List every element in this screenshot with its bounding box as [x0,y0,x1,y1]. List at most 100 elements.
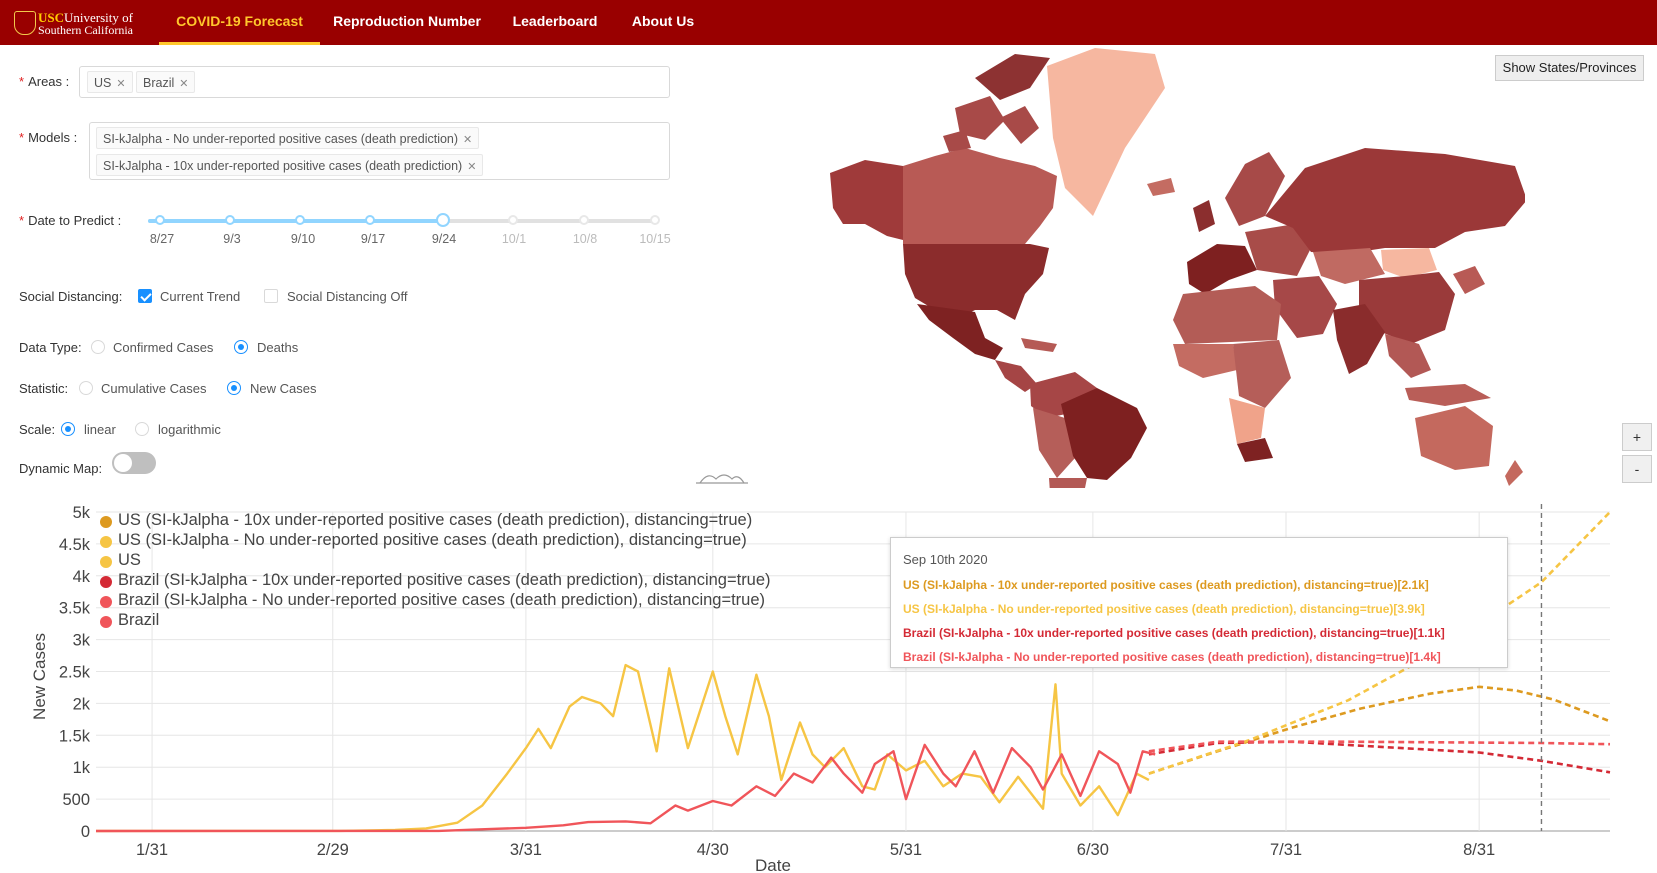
map-region-central-africa[interactable] [1233,340,1291,408]
dynamic-map-toggle[interactable] [112,452,156,474]
confirmed-cases-label[interactable]: Confirmed Cases [113,340,214,355]
cumulative-radio[interactable] [79,381,93,395]
new-cases-radio[interactable] [227,381,241,395]
show-states-button[interactable]: Show States/Provinces [1495,55,1644,81]
map-region-south-africa[interactable] [1237,438,1273,462]
map-region-india[interactable] [1333,304,1385,374]
slider-dot [365,215,375,225]
y-tick-label: 4k [73,568,91,586]
legend-dot [100,576,112,588]
slider-mark[interactable]: 9/24 [431,232,457,246]
legend-dot [100,596,112,608]
map-region-iceland[interactable] [1147,178,1175,196]
slider-dot [225,215,235,225]
map-region-scandinavia[interactable] [1225,152,1285,226]
y-tick-label: 1k [73,759,91,777]
slider-mark[interactable]: 10/15 [639,232,671,246]
models-select[interactable]: SI-kJalpha - No under-reported positive … [89,122,670,180]
slider-mark[interactable]: 9/17 [360,232,386,246]
slider-mark[interactable]: 10/8 [572,232,598,246]
current-trend-label[interactable]: Current Trend [160,289,241,304]
nav-about-us[interactable]: About Us [631,13,695,29]
map-region-caribbean[interactable] [1021,338,1057,352]
new-cases-label[interactable]: New Cases [250,381,317,396]
confirmed-cases-radio[interactable] [91,340,105,354]
logo-line2: Southern California [38,23,133,37]
close-icon[interactable]: ✕ [467,161,477,173]
zoom-out-button[interactable]: - [1622,455,1652,483]
slider-mark[interactable]: 10/1 [501,232,527,246]
map-region-kazakhstan[interactable] [1313,248,1385,284]
x-tick-label: 3/31 [510,841,542,859]
map-region-japan-korea[interactable] [1453,266,1485,294]
logarithmic-radio[interactable] [135,422,149,436]
close-icon[interactable]: ✕ [179,78,189,90]
map-region-greenland[interactable] [1047,48,1165,216]
distancing-off-checkbox[interactable] [264,289,278,303]
series-line [1148,740,1611,753]
map-region-peru-bolivia[interactable] [1033,408,1075,478]
logo-abbr: USC [38,10,65,25]
map-region-southeast-asia[interactable] [1385,334,1431,378]
map-region-ellesmere[interactable] [975,54,1050,100]
legend-dot [100,616,112,628]
map-region-north-africa[interactable] [1173,286,1281,344]
map-region-canada[interactable] [903,148,1057,244]
logo-line1: University of [64,10,133,25]
cumulative-label[interactable]: Cumulative Cases [101,381,207,396]
map-region-brazil[interactable] [1061,388,1147,480]
map-region-usa[interactable] [903,244,1049,320]
slider-mark[interactable]: 9/10 [290,232,316,246]
slider-dot [650,215,660,225]
linear-radio[interactable] [61,422,75,436]
collapse-handle-icon[interactable] [694,469,750,485]
map-region-mexico[interactable] [917,304,1003,360]
map-region-alaska[interactable] [830,160,903,240]
world-map[interactable] [825,48,1525,488]
map-region-indonesia[interactable] [1405,384,1491,406]
y-tick-label: 5k [73,504,91,522]
y-tick-label: 4.5k [59,536,91,554]
map-region-middle-east[interactable] [1273,276,1337,338]
map-region-eastern-europe[interactable] [1245,224,1311,276]
slider-dot [579,215,589,225]
current-trend-checkbox[interactable] [138,289,152,303]
map-region-australia[interactable] [1415,406,1493,470]
statistic-label: Statistic: [19,381,69,396]
nav-reproduction-number[interactable]: Reproduction Number [333,13,481,29]
map-region-uk[interactable] [1193,200,1215,232]
map-region-argentina-chile[interactable] [1049,478,1087,488]
map-region-central-america[interactable] [995,360,1037,392]
usc-logo[interactable]: USCUniversity of Southern California [14,9,144,37]
close-icon[interactable]: ✕ [463,134,473,146]
map-region-southern-africa[interactable] [1229,398,1265,444]
close-icon[interactable]: ✕ [116,78,126,90]
tooltip-row: Brazil (SI-kJalpha - No under-reported p… [903,650,1441,664]
map-region-arctic-canada[interactable] [943,96,1039,152]
slider-mark[interactable]: 8/27 [149,232,175,246]
scale-label: Scale: [19,422,56,437]
distancing-off-label[interactable]: Social Distancing Off [287,289,408,304]
logarithmic-label[interactable]: logarithmic [158,422,221,437]
deaths-label[interactable]: Deaths [257,340,299,355]
nav-covid19-forecast[interactable]: COVID-19 Forecast [159,0,320,45]
forecast-chart[interactable]: 0 500 1k 1.5k 2k 2.5k 3k 3.5k 4k 4.5k 5k 1/31 2/29 3/… [0,495,1657,873]
zoom-in-button[interactable]: + [1622,423,1652,451]
map-region-western-europe[interactable] [1187,244,1257,294]
map-region-russia[interactable] [1265,148,1525,254]
area-tag-us: US ✕ [87,71,133,93]
slider-dot [508,215,518,225]
deaths-radio[interactable] [234,340,248,354]
y-tick-label: 3.5k [59,600,91,618]
map-region-china[interactable] [1359,272,1455,344]
areas-select[interactable]: US ✕ Brazil ✕ [79,66,670,98]
nav-leaderboard[interactable]: Leaderboard [512,13,598,29]
map-region-mongolia[interactable] [1381,248,1437,278]
map-region-west-africa[interactable] [1173,344,1237,378]
linear-label[interactable]: linear [84,422,116,437]
date-slider-handle[interactable] [436,213,450,227]
slider-mark[interactable]: 9/3 [223,232,241,246]
x-tick-label: 1/31 [136,841,168,859]
map-region-new-zealand[interactable] [1505,460,1523,486]
y-tick-label: 3k [73,632,91,650]
